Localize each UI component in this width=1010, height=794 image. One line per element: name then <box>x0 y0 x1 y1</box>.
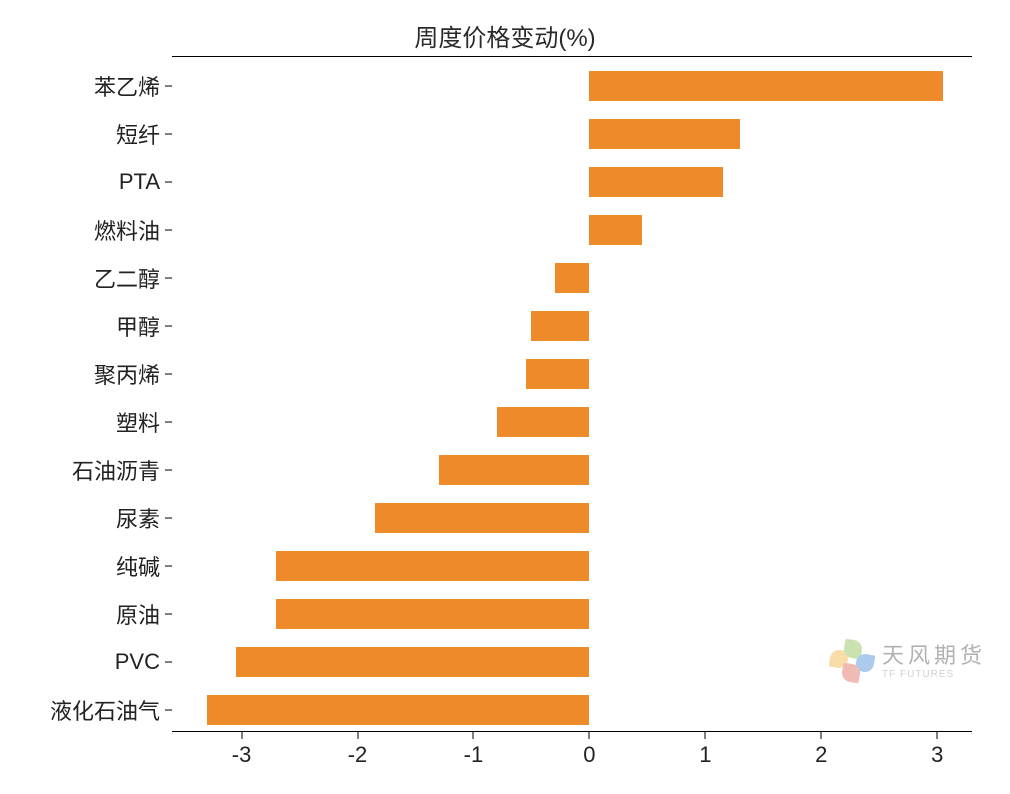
bar <box>236 647 590 677</box>
bar <box>531 311 589 341</box>
y-axis-label: PVC <box>115 649 172 675</box>
y-axis-label: 燃料油 <box>94 214 172 246</box>
watermark: 天风期货 TF FUTURES <box>830 640 986 684</box>
y-axis-label: 甲醇 <box>116 310 172 342</box>
x-axis-label: -3 <box>232 732 252 768</box>
bar <box>555 263 590 293</box>
watermark-text: 天风期货 TF FUTURES <box>882 644 986 679</box>
x-axis-label: 2 <box>815 732 827 768</box>
y-axis-label: 乙二醇 <box>94 262 172 294</box>
y-axis-label: 苯乙烯 <box>94 70 172 102</box>
bar <box>589 215 641 245</box>
y-axis-label: 尿素 <box>116 502 172 534</box>
bar <box>207 695 590 725</box>
y-axis-label: 石油沥青 <box>72 454 172 486</box>
plot-area: 苯乙烯短纤PTA燃料油乙二醇甲醇聚丙烯塑料石油沥青尿素纯碱原油PVC液化石油气 … <box>172 56 972 732</box>
bar <box>589 71 943 101</box>
y-axis-label: 塑料 <box>116 406 172 438</box>
watermark-cn: 天风期货 <box>882 644 986 668</box>
bar <box>497 407 590 437</box>
y-axis-label: PTA <box>119 169 172 195</box>
chart-title: 周度价格变动(%) <box>0 18 1010 53</box>
bar <box>375 503 589 533</box>
bar <box>526 359 590 389</box>
bar <box>589 167 722 197</box>
watermark-en: TF FUTURES <box>882 669 986 680</box>
bar <box>276 551 589 581</box>
x-axis-label: -2 <box>348 732 368 768</box>
bar <box>276 599 589 629</box>
y-axis-label: 短纤 <box>116 118 172 150</box>
x-axis-label: 0 <box>583 732 595 768</box>
x-axis-label: 3 <box>931 732 943 768</box>
x-axis-label: -1 <box>464 732 484 768</box>
bar <box>589 119 740 149</box>
x-axis-label: 1 <box>699 732 711 768</box>
price-change-chart: 周度价格变动(%) 苯乙烯短纤PTA燃料油乙二醇甲醇聚丙烯塑料石油沥青尿素纯碱原… <box>0 0 1010 794</box>
bar <box>439 455 590 485</box>
y-axis-label: 纯碱 <box>116 550 172 582</box>
watermark-logo <box>830 640 874 684</box>
y-axis-label: 原油 <box>116 598 172 630</box>
y-axis-label: 聚丙烯 <box>94 358 172 390</box>
bottom-axis-line <box>172 731 972 732</box>
top-axis-line <box>172 56 972 57</box>
y-axis-label: 液化石油气 <box>50 694 172 726</box>
